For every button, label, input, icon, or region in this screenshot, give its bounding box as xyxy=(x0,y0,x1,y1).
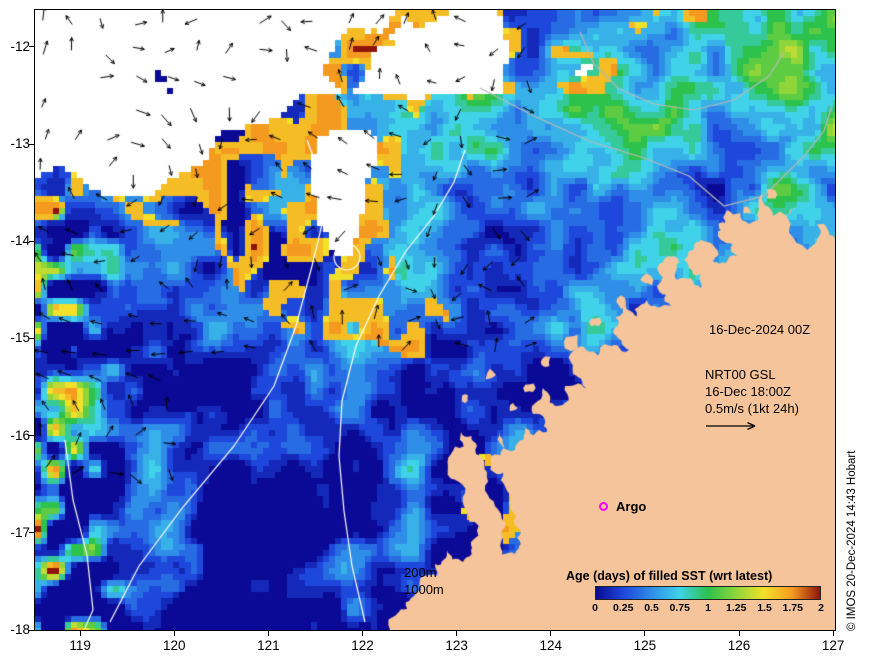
x-tick-mark xyxy=(362,631,364,636)
y-tick-mark xyxy=(29,629,34,631)
reference-arrow-icon xyxy=(706,422,756,430)
x-tick-mark xyxy=(267,631,269,636)
isobath-1000m-label: 1000m xyxy=(404,582,444,597)
colorbar-tick-label: 2 xyxy=(818,602,824,614)
colorbar-tick-label: 0 xyxy=(592,602,598,614)
x-tick-label: 122 xyxy=(351,638,374,653)
argo-label: Argo xyxy=(616,499,647,514)
x-tick-label: 119 xyxy=(69,638,91,653)
y-tick-label: -15 xyxy=(10,330,30,346)
y-tick-mark xyxy=(29,143,34,145)
x-tick-mark xyxy=(173,631,175,636)
colorbar-tick-label: 1.25 xyxy=(726,602,747,614)
velocity-time-label: 16-Dec 18:00Z xyxy=(705,384,791,399)
colorbar-tick-label: 0.5 xyxy=(644,602,659,614)
velocity-scale-label: 0.5m/s (1kt 24h) xyxy=(705,401,799,416)
x-tick-label: 124 xyxy=(539,638,563,653)
x-tick-mark xyxy=(644,631,646,636)
analysis-date-label: 16-Dec-2024 00Z xyxy=(709,322,811,337)
y-tick-mark xyxy=(29,240,34,242)
y-tick-label: -18 xyxy=(10,622,30,637)
x-tick-label: 120 xyxy=(163,638,186,653)
colorbar xyxy=(595,586,821,600)
y-tick-label: -16 xyxy=(10,427,30,443)
velocity-model-label: NRT00 GSL xyxy=(705,367,776,382)
y-tick-mark xyxy=(29,532,34,534)
argo-float-marker xyxy=(599,502,608,511)
y-tick-mark xyxy=(29,435,34,437)
x-tick-mark xyxy=(738,631,740,636)
colorbar-tick-label: 0.75 xyxy=(669,602,690,614)
y-tick-mark xyxy=(29,46,34,48)
colorbar-tick-labels: 0 0.25 0.5 0.75 1 1.25 1.5 1.75 2 xyxy=(592,602,824,614)
x-tick-mark xyxy=(832,631,834,636)
x-tick-label: 123 xyxy=(445,638,468,653)
y-tick-label: -14 xyxy=(10,233,30,249)
map-canvas xyxy=(35,10,835,630)
colorbar-tick-label: 1.5 xyxy=(757,602,772,614)
x-tick-mark xyxy=(79,631,81,636)
x-tick-label: 126 xyxy=(727,638,751,653)
x-tick-label: 127 xyxy=(821,638,845,653)
y-tick-label: -17 xyxy=(10,524,30,540)
x-tick-label: 121 xyxy=(257,638,280,653)
x-tick-mark xyxy=(456,631,458,636)
map-plot-area: 16-Dec-2024 00Z NRT00 GSL 16-Dec 18:00Z … xyxy=(34,9,836,631)
copyright-label: © IMOS 20-Dec-2024 14:43 Hobart xyxy=(846,450,858,631)
isobath-labels: 200m 1000m xyxy=(404,564,444,598)
colorbar-tick-label: 1 xyxy=(705,602,711,614)
y-tick-label: -12 xyxy=(10,38,30,54)
y-tick-mark xyxy=(29,337,34,339)
y-tick-label: -13 xyxy=(10,136,30,152)
x-tick-label: 125 xyxy=(633,638,657,653)
velocity-model-block: NRT00 GSL 16-Dec 18:00Z 0.5m/s (1kt 24h) xyxy=(705,366,799,432)
colorbar-title: Age (days) of filled SST (wrt latest) xyxy=(566,569,773,583)
isobath-200m-label: 200m xyxy=(404,565,437,580)
x-tick-mark xyxy=(550,631,552,636)
colorbar-tick-label: 0.25 xyxy=(613,602,634,614)
colorbar-tick-label: 1.75 xyxy=(782,602,803,614)
